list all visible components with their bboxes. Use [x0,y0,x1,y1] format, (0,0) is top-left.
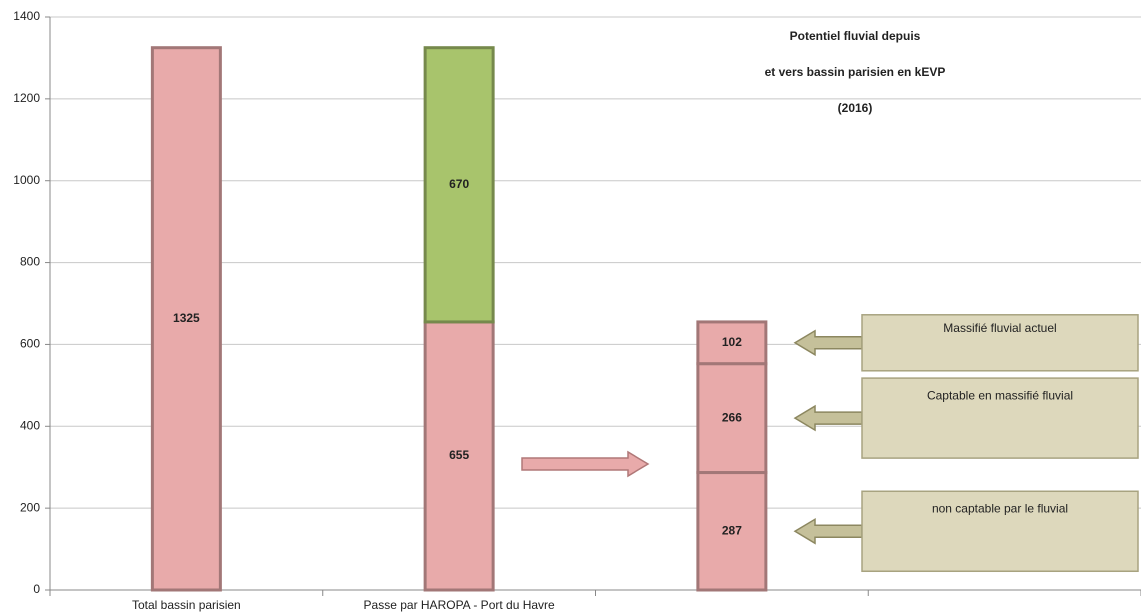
y-tick-label: 0 [33,582,40,596]
bar-segment [423,46,495,324]
callout-box [861,490,1139,573]
bar-segment [150,46,222,592]
callout-label: non captable par le fluvial [932,501,1068,515]
callout-box [861,314,1139,372]
x-tick-label: Passe par HAROPA - Port du Havre [364,598,556,612]
y-tick-label: 1400 [13,9,40,23]
x-tick-label: Total bassin parisien [132,598,241,612]
transfer-arrow [521,450,650,478]
y-tick-label: 400 [20,418,40,432]
callout-label: Massifié fluvial actuel [943,321,1056,335]
callout-arrow [793,517,863,545]
y-tick-label: 200 [20,500,40,514]
segment-label: 287 [722,523,742,537]
segment-label: 670 [449,177,469,191]
segment-label: 655 [449,448,469,462]
segment-label: 1325 [173,311,200,325]
segment-label: 266 [722,410,742,424]
chart-title: et vers bassin parisien en kEVP [765,65,946,79]
callout-label: Captable en massifié fluvial [927,388,1073,402]
segment-label: 102 [722,335,742,349]
y-tick-label: 1000 [13,173,40,187]
bar-segment [696,362,768,475]
callout-box [861,377,1139,459]
chart-title: Potentiel fluvial depuis [790,29,921,43]
chart-title: (2016) [838,101,873,115]
y-tick-label: 1200 [13,91,40,105]
y-tick-label: 800 [20,255,40,269]
callout-arrow [793,404,863,432]
y-tick-label: 600 [20,337,40,351]
bar-segment [696,320,768,366]
callout-arrow [793,329,863,357]
